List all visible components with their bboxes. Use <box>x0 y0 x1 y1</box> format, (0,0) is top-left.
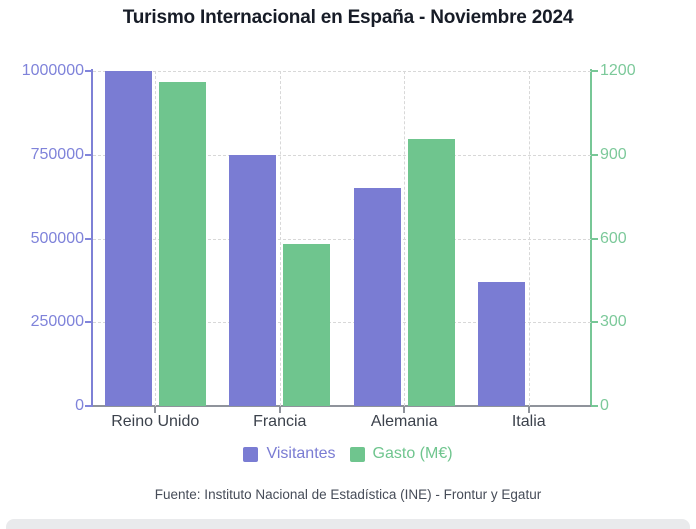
legend-swatch-gasto <box>349 446 365 462</box>
bar-visitantes-alemania <box>353 188 401 406</box>
x-axis-line <box>93 405 592 407</box>
legend-swatch-visitantes <box>243 446 259 462</box>
right-axis-tick-mark <box>591 153 598 156</box>
x-axis-tick-mark <box>278 407 281 413</box>
vertical-gridline <box>279 71 281 406</box>
bar-gasto-m-alemania <box>407 139 455 406</box>
vertical-gridline <box>528 71 530 406</box>
right-axis-tick-label: 0 <box>600 397 609 414</box>
left-axis-tick-label: 500000 <box>30 229 84 247</box>
x-axis-tick-mark <box>527 407 530 413</box>
right-axis-tick-label: 1200 <box>600 62 636 79</box>
left-axis-tick-label: 0 <box>75 397 84 414</box>
vertical-gridline <box>155 71 157 406</box>
chart-legend: Visitantes Gasto (M€) <box>0 444 696 464</box>
horizontal-gridline <box>93 238 591 240</box>
left-axis-tick-label: 750000 <box>30 145 84 163</box>
left-y-axis-line <box>91 69 93 407</box>
right-axis-tick-label: 900 <box>600 145 627 163</box>
x-axis-tick-mark <box>154 407 157 413</box>
bar-gasto-m-francia <box>283 244 331 406</box>
source-caption: Fuente: Instituto Nacional de Estadístic… <box>154 487 542 502</box>
bar-visitantes-italia <box>478 282 526 406</box>
legend-item-gasto[interactable]: Gasto (M€) <box>349 445 453 463</box>
x-axis-category-label: Francia <box>253 413 307 430</box>
legend-label-gasto: Gasto (M€) <box>372 445 453 462</box>
right-axis-tick-mark <box>591 237 598 240</box>
right-axis-tick-mark <box>591 321 598 324</box>
legend-item-visitantes[interactable]: Visitantes <box>243 445 336 463</box>
right-axis-tick-label: 300 <box>600 313 627 331</box>
horizontal-gridline <box>93 154 591 156</box>
left-axis-tick-label: 250000 <box>30 313 84 331</box>
plot-area <box>93 71 591 406</box>
bar-gasto-m-reino-unido <box>158 82 206 406</box>
chart-title: Turismo Internacional en España - Noviem… <box>122 7 574 28</box>
left-axis-tick-mark <box>85 321 92 324</box>
right-axis-tick-mark <box>591 405 598 407</box>
right-axis-tick-mark <box>591 70 598 72</box>
left-axis-tick-mark <box>85 405 92 407</box>
x-axis-category-label: Alemania <box>370 413 438 430</box>
left-axis-tick-mark <box>85 237 92 240</box>
x-axis-category-label: Reino Unido <box>111 413 200 430</box>
left-axis-tick-mark <box>85 70 92 72</box>
legend-label-visitantes: Visitantes <box>266 445 336 462</box>
bar-visitantes-reino-unido <box>104 71 152 406</box>
horizontal-gridline <box>93 322 591 324</box>
x-axis-tick-mark <box>403 407 406 413</box>
left-axis-tick-mark <box>85 153 92 156</box>
bar-visitantes-francia <box>229 154 277 406</box>
x-axis-category-label: Italia <box>511 413 546 430</box>
next-section-top-edge <box>6 519 690 529</box>
left-axis-tick-label: 1000000 <box>21 62 84 79</box>
vertical-gridline <box>404 71 406 406</box>
right-axis-tick-label: 600 <box>600 229 627 247</box>
horizontal-gridline <box>93 71 591 72</box>
